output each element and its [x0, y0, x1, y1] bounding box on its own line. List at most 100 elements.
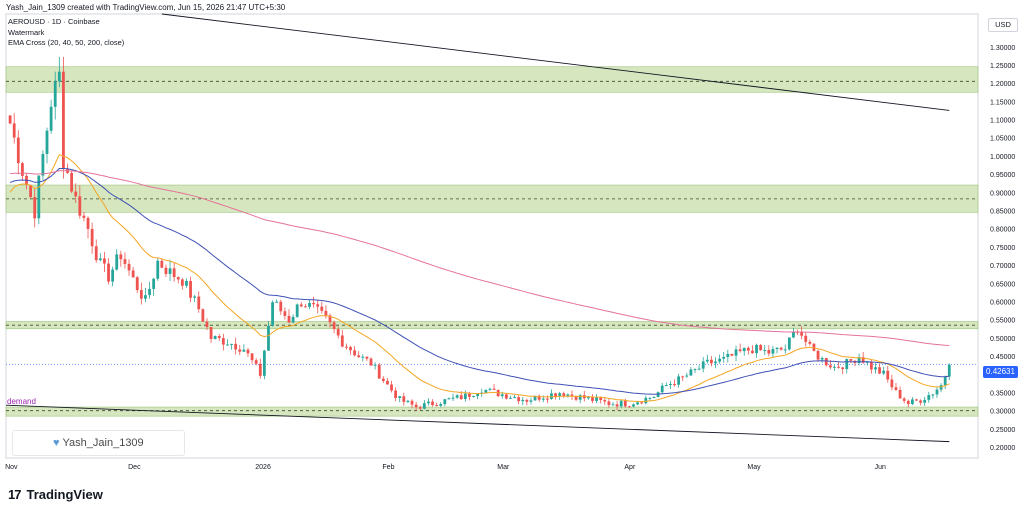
x-tick-label: Dec	[128, 464, 141, 471]
tradingview-icon: 17	[8, 487, 22, 502]
y-tick-label: 1.00000	[990, 154, 1015, 161]
legend-watermark[interactable]: Watermark	[8, 27, 45, 37]
candle-body	[98, 258, 102, 261]
candle-body	[254, 360, 258, 364]
chart-legend: AEROUSD · 1D · Coinbase Watermark EMA Cr…	[8, 17, 124, 49]
candle-body	[886, 370, 890, 380]
zone-0	[5, 66, 979, 93]
y-tick-label: 0.75000	[990, 245, 1015, 252]
y-tick-label: 1.10000	[990, 118, 1015, 125]
currency-button[interactable]: USD	[988, 18, 1018, 32]
candle-body	[308, 302, 311, 307]
candle-body	[156, 260, 160, 279]
candle-body	[509, 397, 512, 399]
candle-body	[119, 254, 123, 260]
demand-label: demand	[7, 397, 36, 406]
candle-body	[484, 389, 488, 393]
candle-body	[398, 396, 402, 398]
candle-body	[234, 343, 238, 350]
zone-3	[5, 406, 979, 417]
y-tick-label: 1.15000	[990, 99, 1015, 106]
candle-body	[537, 395, 541, 400]
x-tick-label: 2026	[255, 464, 271, 471]
candle-body	[923, 399, 927, 403]
candle-body	[574, 395, 578, 400]
candle-body	[804, 335, 808, 342]
candle-body	[135, 277, 139, 291]
candle-body	[295, 304, 299, 317]
candle-body	[144, 295, 147, 299]
candle-body	[16, 137, 20, 164]
candle-body	[443, 399, 447, 405]
candle-body	[427, 401, 430, 404]
candle-body	[787, 337, 791, 350]
candle-body	[492, 388, 496, 390]
x-tick-label: Mar	[497, 464, 510, 471]
candle-body	[849, 359, 853, 361]
candle-body	[139, 290, 143, 299]
x-tick-label: Apr	[624, 464, 636, 471]
candle-body	[410, 400, 414, 405]
candle-body	[615, 404, 619, 407]
candle-body	[718, 358, 722, 362]
candle-body	[541, 398, 545, 400]
candle-body	[283, 311, 287, 316]
candle-body	[623, 400, 627, 407]
candle-body	[882, 370, 886, 374]
candle-body	[710, 359, 713, 364]
heart-icon: ♥	[53, 437, 60, 449]
candle-body	[70, 172, 74, 192]
candle-body	[418, 407, 422, 409]
candle-body	[422, 403, 426, 409]
candle-body	[595, 397, 598, 401]
candle-body	[369, 358, 373, 366]
candle-body	[205, 321, 209, 328]
candle-body	[931, 394, 935, 396]
candle-body	[578, 395, 582, 400]
candle-body	[488, 388, 492, 390]
candle-body	[828, 365, 832, 368]
y-tick-label: 0.20000	[990, 445, 1015, 452]
candle-body	[316, 304, 320, 307]
candle-body	[148, 288, 151, 296]
y-tick-label: 0.55000	[990, 318, 1015, 325]
candle-body	[357, 355, 361, 358]
legend-ema-cross[interactable]: EMA Cross (20, 40, 50, 200, close)	[8, 38, 125, 47]
legend-symbol[interactable]: AEROUSD · 1D · Coinbase	[8, 17, 100, 26]
candle-body	[820, 358, 824, 360]
candle-body	[287, 315, 291, 323]
candle-body	[160, 260, 164, 268]
trendline-1	[5, 404, 950, 443]
candle-body	[53, 81, 57, 107]
candle-body	[632, 404, 635, 407]
y-tick-label: 0.25000	[990, 427, 1015, 434]
candle-body	[562, 393, 566, 397]
candle-body	[197, 296, 201, 310]
y-tick-label: 0.60000	[990, 300, 1015, 307]
candle-body	[402, 396, 406, 402]
candle-body	[550, 393, 553, 399]
candle-body	[345, 346, 348, 348]
candle-body	[734, 349, 738, 356]
y-tick-label: 1.05000	[990, 136, 1015, 143]
candle-body	[180, 279, 184, 286]
candle-body	[230, 343, 233, 345]
candle-body	[303, 306, 307, 308]
candle-body	[586, 397, 590, 399]
candle-body	[906, 400, 910, 404]
y-tick-label: 0.80000	[990, 227, 1015, 234]
candle-body	[681, 376, 685, 378]
candle-body	[463, 393, 467, 400]
candle-body	[861, 357, 865, 363]
candle-body	[833, 366, 836, 368]
candle-body	[213, 335, 217, 339]
y-tick-label: 0.85000	[990, 209, 1015, 216]
candle-body	[152, 278, 156, 289]
candle-body	[664, 384, 668, 386]
last-price-tag: 0.42631	[983, 366, 1018, 378]
y-tick-label: 1.30000	[990, 45, 1015, 52]
candle-body	[127, 263, 131, 271]
candle-body	[603, 400, 607, 402]
candle-body	[779, 347, 783, 350]
